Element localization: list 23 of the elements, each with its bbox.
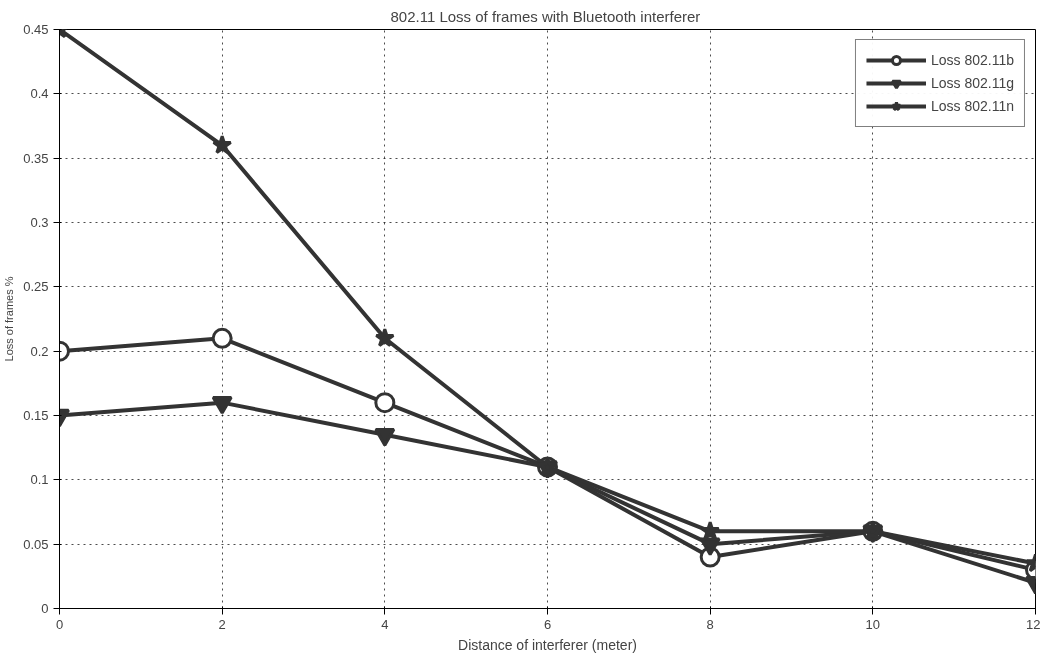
chart-title: 802.11 Loss of frames with Bluetooth interferer bbox=[390, 7, 701, 25]
x-tick-label: 4 bbox=[381, 616, 389, 632]
x-tick-label: 10 bbox=[865, 616, 881, 632]
y-tick-label: 0.45 bbox=[23, 22, 49, 37]
x-tick-label: 12 bbox=[1026, 616, 1041, 632]
y-tick-label: 0.3 bbox=[30, 215, 49, 230]
x-axis-title: Distance of interferer (meter) bbox=[458, 636, 637, 653]
legend-label: Loss 802.11g bbox=[930, 75, 1014, 91]
legend-label: Loss 802.11b bbox=[930, 52, 1014, 68]
y-tick-label: 0.15 bbox=[23, 408, 49, 423]
y-tick-label: 0.25 bbox=[23, 279, 49, 295]
y-tick-label: 0 bbox=[41, 601, 49, 616]
legend-label: Loss 802.11n bbox=[930, 98, 1014, 114]
y-tick-label: 0.05 bbox=[23, 536, 49, 552]
y-axis-title: Loss of frames % bbox=[3, 276, 16, 362]
y-tick-label: 0.2 bbox=[30, 343, 49, 359]
x-tick-label: 8 bbox=[706, 616, 714, 632]
x-tick-label: 6 bbox=[543, 616, 552, 632]
x-tick-label: 0 bbox=[55, 616, 64, 632]
y-tick-label: 0.4 bbox=[30, 86, 49, 102]
x-tick-label: 2 bbox=[218, 616, 226, 632]
y-tick-label: 0.35 bbox=[23, 150, 49, 166]
y-tick-label: 0.1 bbox=[30, 472, 49, 488]
